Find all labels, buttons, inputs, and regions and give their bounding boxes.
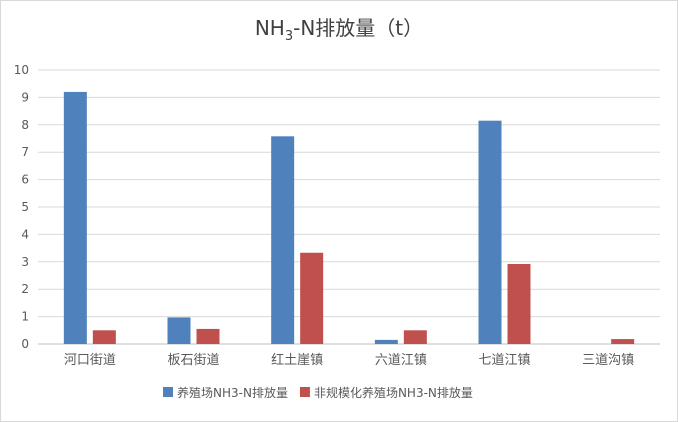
legend-swatch [299,387,310,397]
y-tick-label: 6 [21,173,29,187]
bar-nonscale-5 [611,339,635,344]
legend-label: 养殖场NH3-N排放量 [177,385,288,400]
x-axis: 河口街道 板石街道 红土崖镇 六道江镇 七道江镇 三道沟镇 [64,352,634,368]
bar-farm-3 [374,339,398,344]
x-tick-label: 三道沟镇 [582,353,634,368]
y-tick-label: 8 [21,118,29,132]
y-tick-label: 4 [21,227,29,241]
y-axis: 0 1 2 3 4 5 6 7 8 9 10 [14,63,29,351]
y-tick-label: 1 [21,310,29,324]
bars [63,91,635,344]
bar-nonscale-3 [403,330,427,344]
bar-farm-1 [167,317,191,344]
x-tick-label: 红土崖镇 [271,352,323,368]
bar-nonscale-0 [92,330,116,344]
bar-farm-0 [63,91,87,344]
legend-swatch [163,387,173,397]
legend: 养殖场NH3-N排放量 非规模化养殖场NH3-N排放量 [163,385,473,400]
bar-farm-4 [478,120,502,344]
y-tick-label: 3 [21,255,29,269]
y-tick-label: 7 [21,145,29,159]
x-tick-label: 七道江镇 [478,353,530,368]
chart-title-rest: -N排放量（t） [293,16,423,40]
chart-title-subscript: 3 [285,29,293,44]
bar-farm-2 [271,136,295,344]
x-tick-label: 板石街道 [167,353,219,368]
bar-nonscale-1 [196,328,220,344]
y-tick-label: 10 [14,63,29,77]
y-tick-label: 2 [21,282,29,296]
y-tick-label: 0 [21,337,29,351]
y-tick-label: 5 [21,200,29,214]
y-tick-label: 9 [21,90,29,104]
gridlines [38,69,660,345]
x-tick-label: 六道江镇 [375,353,427,368]
bar-nonscale-4 [507,263,531,344]
chart-title-main: NH [255,16,285,40]
bar-nonscale-2 [300,252,324,344]
legend-label: 非规模化养殖场NH3-N排放量 [314,385,473,400]
chart-title: NH3-N排放量（t） [255,16,423,44]
x-tick-label: 河口街道 [64,353,116,368]
